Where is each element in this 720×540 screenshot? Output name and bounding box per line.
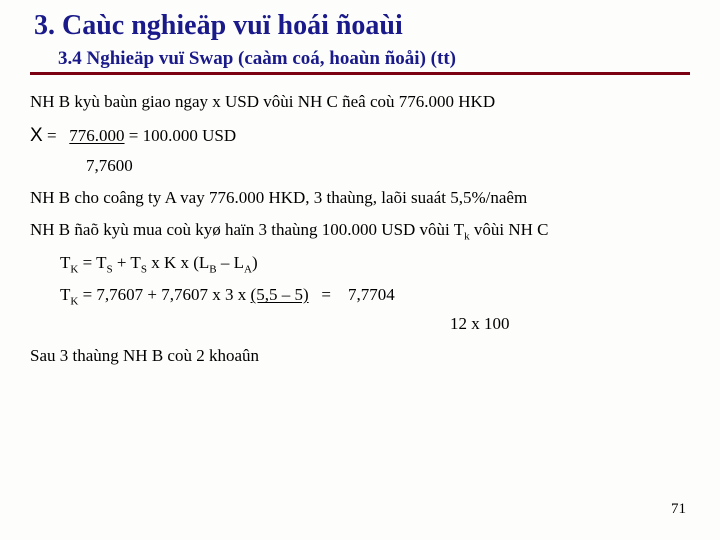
x-symbol: X bbox=[30, 125, 43, 146]
tk-eq1a: = T bbox=[78, 253, 106, 272]
tk-eq1b: + T bbox=[113, 253, 141, 272]
line-1: NH B kyù baùn giao ngay x USD vôùi NH C … bbox=[30, 89, 690, 115]
line-3: NH B ñaõ kyù mua coù kyø haïn 3 thaùng 1… bbox=[30, 217, 690, 243]
eq-sign: = bbox=[47, 126, 57, 145]
fraction-rest-1: = 100.000 USD bbox=[129, 126, 236, 145]
line-4: Sau 3 thaùng NH B coù 2 khoaûn bbox=[30, 343, 690, 369]
tk-equation-1: TK = TS + TS x K x (LB – LA) bbox=[30, 250, 690, 276]
body-content: NH B kyù baùn giao ngay x USD vôùi NH C … bbox=[30, 89, 690, 369]
tk-frac-bot2: 12 x 100 bbox=[30, 311, 690, 337]
tk-eq1e: ) bbox=[252, 253, 258, 272]
tk-sym: T bbox=[60, 253, 70, 272]
subtitle-wrap: 3.4 Nghieäp vuï Swap (caàm coá, hoaùn ño… bbox=[30, 48, 690, 75]
tk-eq2-eq: = bbox=[317, 285, 331, 304]
tk-eq2a: = 7,7607 + 7,7607 x 3 x bbox=[78, 285, 250, 304]
la-sub: A bbox=[244, 263, 252, 275]
equation-x: X = 776.000 = 100.000 USD bbox=[30, 121, 690, 150]
lb-sub: B bbox=[209, 263, 216, 275]
section-title: 3. Caùc nghieäp vuï hoái ñoaùi bbox=[30, 10, 690, 42]
tk-sym2: T bbox=[60, 285, 70, 304]
line-3b: vôùi NH C bbox=[470, 220, 549, 239]
page-number: 71 bbox=[671, 501, 686, 518]
line-3a: NH B ñaõ kyù mua coù kyø haïn 3 thaùng 1… bbox=[30, 220, 464, 239]
tk-frac-top2: (5,5 – 5) bbox=[251, 285, 309, 304]
fraction-top-1: 776.000 bbox=[69, 126, 124, 145]
fraction-bottom-1: 7,7600 bbox=[30, 153, 690, 179]
section-subtitle: 3.4 Nghieäp vuï Swap (caàm coá, hoaùn ño… bbox=[30, 48, 690, 70]
tk-equation-2: TK = 7,7607 + 7,7607 x 3 x (5,5 – 5) = 7… bbox=[30, 282, 690, 308]
tk-eq1c: x K x (L bbox=[147, 253, 209, 272]
tk-eq1d: – L bbox=[217, 253, 244, 272]
line-2: NH B cho coâng ty A vay 776.000 HKD, 3 t… bbox=[30, 185, 690, 211]
divider-rule bbox=[30, 72, 690, 75]
tk-result: 7,7704 bbox=[348, 282, 395, 308]
